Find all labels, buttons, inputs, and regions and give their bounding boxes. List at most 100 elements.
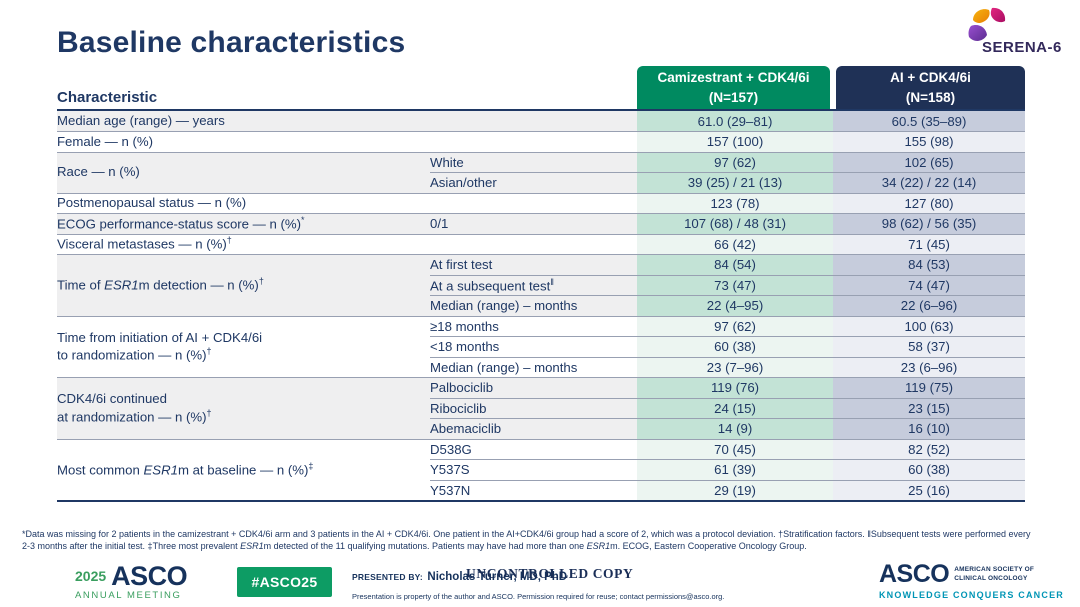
cam-arm-title: Camizestrant + CDK4/6i bbox=[657, 69, 810, 85]
meeting-subtitle: ANNUAL MEETING bbox=[75, 589, 182, 601]
column-header-ai: AI + CDK4/6i (N=158) bbox=[836, 66, 1025, 109]
sub-category-label: 0/1 bbox=[430, 213, 638, 234]
ai-arm-n: (N=158) bbox=[905, 89, 956, 105]
table-header: Characteristic Camizestrant + CDK4/6i (N… bbox=[57, 66, 1025, 111]
ai-value: 34 (22) / 22 (14) bbox=[833, 172, 1026, 193]
sub-category-label: Ribociclib bbox=[430, 397, 638, 419]
asco-society-line1: AMERICAN SOCIETY OF bbox=[954, 565, 1035, 573]
ai-value: 155 (98) bbox=[833, 131, 1026, 152]
ai-value: 23 (6–96) bbox=[833, 356, 1026, 378]
table-row: Y537S 61 (39) 60 (38) bbox=[57, 459, 1026, 480]
camizestrant-value: 61.0 (29–81) bbox=[637, 111, 834, 132]
presenter-name: Nicholas Turner, MD, PhD bbox=[427, 571, 568, 583]
camizestrant-value: 97 (62) bbox=[637, 151, 834, 173]
sub-category-label: Abemaciclib bbox=[430, 418, 638, 439]
baseline-table: Characteristic Camizestrant + CDK4/6i (N… bbox=[57, 66, 1026, 502]
ai-value: 22 (6–96) bbox=[833, 295, 1026, 316]
ai-value: 82 (52) bbox=[833, 438, 1026, 460]
camizestrant-value: 84 (54) bbox=[637, 254, 834, 275]
asco-logo: ASCO AMERICAN SOCIETY OF CLINICAL ONCOLO… bbox=[878, 560, 1064, 601]
sub-category-label: Median (range) – months bbox=[430, 295, 638, 316]
camizestrant-value: 70 (45) bbox=[637, 438, 834, 460]
ai-value: 25 (16) bbox=[833, 479, 1026, 501]
sub-category-label: Y537N bbox=[430, 479, 638, 501]
ai-arm-title: AI + CDK4/6i bbox=[890, 69, 971, 85]
camizestrant-value: 39 (25) / 21 (13) bbox=[637, 172, 834, 193]
ai-value: 58 (37) bbox=[833, 336, 1026, 357]
table-row: Time from initiation of AI + CDK4/6i to r… bbox=[57, 315, 1026, 378]
camizestrant-value: 22 (4–95) bbox=[637, 295, 834, 316]
characteristic-label: Postmenopausal status — n (%) bbox=[57, 192, 638, 214]
characteristics-table: Median age (range) — years 61.0 (29–81) 60… bbox=[57, 111, 1026, 502]
characteristic-label: Median age (range) — years bbox=[57, 111, 638, 132]
table-body: Median age (range) — years 61.0 (29–81) 60… bbox=[57, 111, 1026, 501]
sub-category-label: D538G bbox=[430, 438, 638, 460]
table-row: Asian/other 39 (25) / 21 (13) 34 (22) / 22… bbox=[57, 172, 1026, 193]
presented-by-label: PRESENTED BY: bbox=[352, 572, 423, 582]
sub-category-label: ≥18 months bbox=[430, 315, 638, 337]
sub-category-label: White bbox=[430, 151, 638, 173]
sub-category-label: At first test bbox=[430, 254, 638, 275]
sub-category-label: Palbociclib bbox=[430, 377, 638, 398]
ai-value: 74 (47) bbox=[833, 274, 1026, 296]
flower-icon bbox=[968, 7, 1006, 41]
camizestrant-value: 157 (100) bbox=[637, 131, 834, 152]
characteristic-label: Most common ESR1m at baseline — n (%)‡ bbox=[57, 438, 430, 501]
characteristic-label: Time from initiation of AI + CDK4/6i to r… bbox=[57, 315, 430, 378]
camizestrant-value: 61 (39) bbox=[637, 459, 834, 480]
table-row: CDK4/6i continued at randomization — n (%… bbox=[57, 377, 1026, 439]
sub-category-label: Median (range) – months bbox=[430, 356, 638, 378]
uncontrolled-copy-stamp: UNCONTROLLED COPY bbox=[466, 566, 634, 581]
ai-value: 60 (38) bbox=[833, 459, 1026, 480]
ai-value: 71 (45) bbox=[833, 233, 1026, 255]
table-row: Median age (range) — years 61.0 (29–81) 60… bbox=[57, 111, 1026, 132]
characteristic-label: CDK4/6i continued at randomization — n (%… bbox=[57, 377, 430, 439]
camizestrant-value: 60 (38) bbox=[637, 336, 834, 357]
camizestrant-value: 24 (15) bbox=[637, 397, 834, 419]
ai-value: 98 (62) / 56 (35) bbox=[833, 213, 1026, 234]
camizestrant-value: 73 (47) bbox=[637, 274, 834, 296]
presenter-block: PRESENTED BY: Nicholas Turner, MD, PhD P… bbox=[352, 567, 725, 601]
asco-society-line2: CLINICAL ONCOLOGY bbox=[954, 574, 1028, 582]
page-title: Baseline characteristics bbox=[57, 26, 406, 59]
table-row: Y537N 29 (19) 25 (16) bbox=[57, 479, 1026, 501]
table-row: Visceral metastases — n (%)† 66 (42) 71 (4… bbox=[57, 233, 1026, 255]
table-row: Median (range) – months 22 (4–95) 22 (6–96… bbox=[57, 295, 1026, 316]
sub-category-label: Y537S bbox=[430, 459, 638, 480]
asco-meeting-logo: 2025 ASCO ANNUAL MEETING bbox=[75, 561, 188, 601]
camizestrant-value: 23 (7–96) bbox=[637, 356, 834, 378]
camizestrant-value: 107 (68) / 48 (31) bbox=[637, 213, 834, 234]
characteristic-label: Female — n (%) bbox=[57, 131, 638, 152]
table-row: At a subsequent test‖ 73 (47) 74 (47) bbox=[57, 274, 1026, 296]
table-row: ECOG performance-status score — n (%)* 0/… bbox=[57, 213, 1026, 234]
camizestrant-value: 14 (9) bbox=[637, 418, 834, 439]
table-row: Postmenopausal status — n (%) 123 (78) 127… bbox=[57, 192, 1026, 214]
hashtag-badge: #ASCO25 bbox=[237, 567, 332, 597]
table-row: Abemaciclib 14 (9) 16 (10) bbox=[57, 418, 1026, 439]
asco-wordmark: ASCO bbox=[111, 561, 188, 591]
ai-value: 100 (63) bbox=[833, 315, 1026, 337]
table-row: Ribociclib 24 (15) 23 (15) bbox=[57, 397, 1026, 419]
camizestrant-value: 66 (42) bbox=[637, 233, 834, 255]
permission-text: Presentation is property of the author a… bbox=[352, 592, 725, 601]
ai-value: 16 (10) bbox=[833, 418, 1026, 439]
sub-category-label: At a subsequent test‖ bbox=[430, 274, 638, 296]
characteristic-label: Visceral metastases — n (%)† bbox=[57, 233, 638, 255]
table-row: <18 months 60 (38) 58 (37) bbox=[57, 336, 1026, 357]
characteristic-header: Characteristic bbox=[57, 89, 158, 106]
camizestrant-value: 97 (62) bbox=[637, 315, 834, 337]
table-row: Time of ESR1m detection — n (%)† At first… bbox=[57, 254, 1026, 316]
characteristic-label: Time of ESR1m detection — n (%)† bbox=[57, 254, 430, 316]
asco-society-text: AMERICAN SOCIETY OF CLINICAL ONCOLOGY bbox=[954, 566, 1034, 584]
camizestrant-value: 29 (19) bbox=[637, 479, 834, 501]
meeting-year: 2025 bbox=[75, 567, 107, 584]
ai-value: 84 (53) bbox=[833, 254, 1026, 275]
ai-value: 102 (65) bbox=[833, 151, 1026, 173]
asco-logo-wordmark: ASCO bbox=[878, 560, 950, 588]
serena6-logo: SERENA-6 bbox=[948, 6, 1068, 58]
ai-value: 60.5 (35–89) bbox=[833, 111, 1026, 132]
characteristic-label: ECOG performance-status score — n (%)* bbox=[57, 213, 430, 234]
sub-category-label: <18 months bbox=[430, 336, 638, 357]
cam-arm-n: (N=157) bbox=[708, 89, 759, 105]
asco-tagline: KNOWLEDGE CONQUERS CANCER bbox=[878, 590, 1064, 600]
